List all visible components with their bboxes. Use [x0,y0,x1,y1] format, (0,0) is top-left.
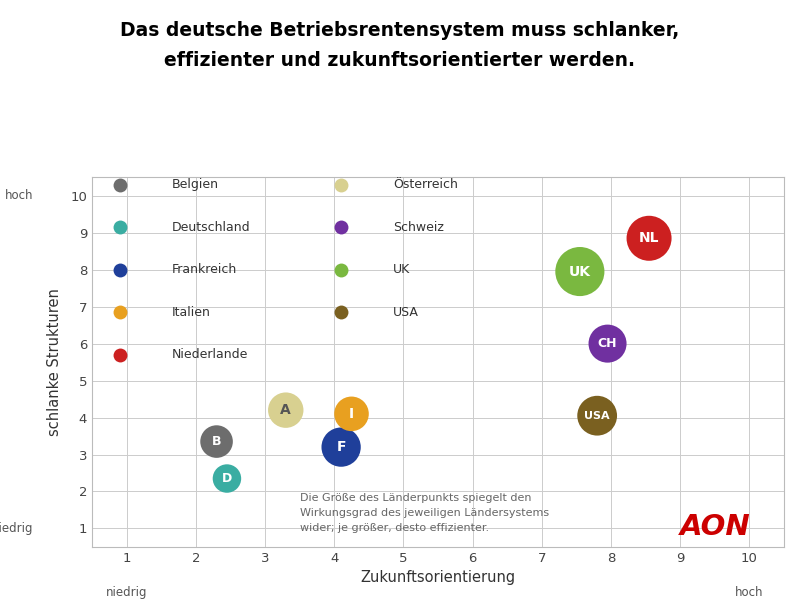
Point [590,411,603,421]
Text: AON: AON [679,513,750,540]
Text: USA: USA [393,306,419,319]
Text: niedrig: niedrig [0,522,34,535]
Point [221,474,234,483]
Point [642,233,655,243]
Text: D: D [222,472,232,485]
Text: hoch: hoch [735,586,764,599]
Point [279,405,292,415]
Point [601,339,614,349]
Point [210,437,223,447]
Text: USA: USA [584,410,610,421]
Text: B: B [212,435,222,448]
Text: A: A [280,403,291,417]
Y-axis label: schlanke Strukturen: schlanke Strukturen [47,288,62,436]
Text: Das deutsche Betriebsrentensystem muss schlanker,: Das deutsche Betriebsrentensystem muss s… [120,21,680,40]
Text: Österreich: Österreich [393,178,458,191]
Text: UK: UK [569,264,591,278]
Text: NL: NL [639,231,659,245]
Point [334,442,347,452]
Text: I: I [349,407,354,421]
Point [574,267,586,276]
Text: niedrig: niedrig [106,586,147,599]
Text: Deutschland: Deutschland [171,221,250,234]
X-axis label: Zukunftsorientierung: Zukunftsorientierung [361,570,515,585]
Text: Niederlande: Niederlande [171,348,248,361]
Text: Frankreich: Frankreich [171,263,237,276]
Text: hoch: hoch [5,189,34,203]
Text: Belgien: Belgien [171,178,218,191]
Text: CH: CH [598,337,618,350]
Point [345,409,358,419]
Text: Italien: Italien [171,306,210,319]
Text: Schweiz: Schweiz [393,221,444,234]
Text: UK: UK [393,263,410,276]
Text: F: F [336,440,346,454]
Text: Die Größe des Länderpunkts spiegelt den
Wirkungsgrad des jeweiligen Ländersystem: Die Größe des Länderpunkts spiegelt den … [300,493,549,533]
Text: effizienter und zukunftsorientierter werden.: effizienter und zukunftsorientierter wer… [165,51,635,70]
